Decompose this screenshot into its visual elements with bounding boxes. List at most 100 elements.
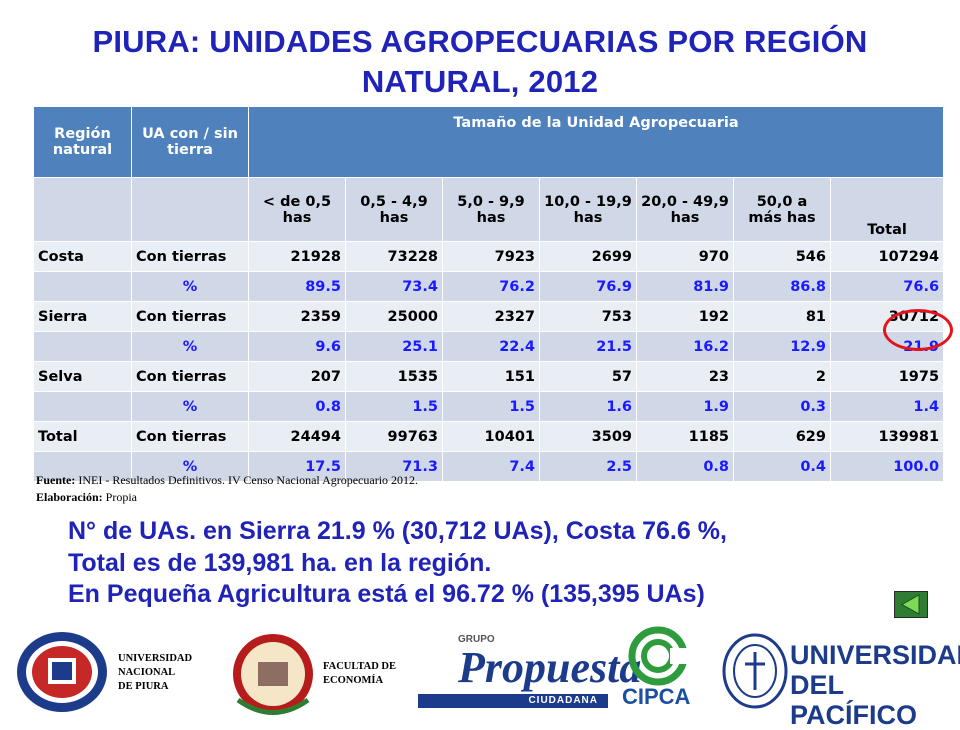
propuesta-logo: GRUPO Propuesta CIUDADANA xyxy=(418,628,641,716)
cell-type: % xyxy=(131,331,249,362)
cell-value: 192 xyxy=(636,301,734,332)
cell-value: 81 xyxy=(733,301,831,332)
cell-value: 1.5 xyxy=(442,391,540,422)
summary-note: N° de UAs. en Sierra 21.9 % (30,712 UAs)… xyxy=(68,516,948,611)
cell-region: Total xyxy=(33,421,132,452)
cell-value: 629 xyxy=(733,421,831,452)
cell-value: 76.9 xyxy=(539,271,637,302)
cell-value: 21.5 xyxy=(539,331,637,362)
cell-value: 107294 xyxy=(829,241,945,272)
source-elab-label: Elaboración: xyxy=(36,490,103,504)
table-row: Total Con tierras 24494 99763 10401 3509 1185 6… xyxy=(33,421,945,452)
cell-value: 1975 xyxy=(829,361,945,392)
cell-region: Costa xyxy=(33,241,132,272)
cell-value: 10401 xyxy=(442,421,540,452)
slide-title: PIURA: UNIDADES AGROPECUARIAS POR REGIÓN… xyxy=(40,22,920,102)
cell-region xyxy=(33,331,132,362)
cell-value: 25.1 xyxy=(345,331,443,362)
up-seal-icon xyxy=(722,632,788,710)
subheader-col-1: < de 0,5 has xyxy=(248,177,346,242)
cell-value: 99763 xyxy=(345,421,443,452)
cell-value: 9.6 xyxy=(248,331,346,362)
cell-value: 1.5 xyxy=(345,391,443,422)
faculty-line1: FACULTAD DE xyxy=(323,661,397,672)
cell-value: 207 xyxy=(248,361,346,392)
cell-value: 2327 xyxy=(442,301,540,332)
cell-value: 23 xyxy=(636,361,734,392)
cell-value: 2699 xyxy=(539,241,637,272)
header-size: Tamaño de la Unidad Agropecuaria xyxy=(247,106,945,178)
cell-value: 76.6 xyxy=(829,271,945,302)
cell-value: 86.8 xyxy=(733,271,831,302)
data-table: Región natural UA con / sin tierra Tamañ… xyxy=(33,106,945,482)
back-arrow-icon xyxy=(900,594,920,615)
propuesta-bar: CIUDADANA xyxy=(418,694,608,708)
cell-value: 81.9 xyxy=(636,271,734,302)
cell-type: Con tierras xyxy=(131,301,249,332)
source-fuente: Fuente: INEI - Resultados Definitivos. I… xyxy=(36,472,418,489)
source-elab-text: Propia xyxy=(102,490,138,504)
cell-value: 1.6 xyxy=(539,391,637,422)
table-row: Selva Con tierras 207 1535 151 57 23 2 1975 xyxy=(33,361,945,392)
slide-title-line2: NATURAL, 2012 xyxy=(361,64,599,99)
cell-value: 753 xyxy=(539,301,637,332)
table-row: Sierra Con tierras 2359 25000 2327 753 192 81 30… xyxy=(33,301,945,332)
source-note: Fuente: INEI - Resultados Definitivos. I… xyxy=(36,472,418,506)
cell-value: 1.4 xyxy=(829,391,945,422)
unp-line1: UNIVERSIDAD xyxy=(118,653,193,664)
cell-type: Con tierras xyxy=(131,361,249,392)
cell-value: 2359 xyxy=(248,301,346,332)
cell-region xyxy=(33,271,132,302)
cell-value: 7923 xyxy=(442,241,540,272)
cipca-logo-icon: CIPCA xyxy=(618,626,698,716)
cell-value: 24494 xyxy=(248,421,346,452)
faculty-line2: ECONOMÍA xyxy=(323,675,384,686)
source-elaboracion: Elaboración: Propia xyxy=(36,489,418,506)
propuesta-grupo: GRUPO xyxy=(458,634,495,645)
header-ua: UA con / sin tierra xyxy=(131,106,249,178)
cell-value: 89.5 xyxy=(248,271,346,302)
subheader-empty-2 xyxy=(131,177,249,242)
subheader-col-2: 0,5 - 4,9 has xyxy=(345,177,443,242)
faculty-seal-icon xyxy=(228,630,318,718)
table-header-row: Región natural UA con / sin tierra Tamañ… xyxy=(33,106,945,178)
cell-value: 546 xyxy=(733,241,831,272)
slide-title-line1: PIURA: UNIDADES AGROPECUARIAS POR REGIÓN xyxy=(92,24,868,59)
highlight-circle xyxy=(883,309,953,351)
up-line1: UNIVERSIDAD xyxy=(790,640,960,670)
subheader-empty-1 xyxy=(33,177,132,242)
unp-text: UNIVERSIDAD NACIONAL DE PIURA xyxy=(118,652,192,694)
unp-seal-icon xyxy=(14,630,110,714)
cell-type: % xyxy=(131,391,249,422)
cell-value: 25000 xyxy=(345,301,443,332)
up-line2: DEL PACÍFICO xyxy=(790,670,917,730)
cell-value: 73228 xyxy=(345,241,443,272)
cell-type: Con tierras xyxy=(131,421,249,452)
cell-value: 0.8 xyxy=(636,451,734,482)
table-row: % 0.8 1.5 1.5 1.6 1.9 0.3 1.4 xyxy=(33,391,945,422)
subheader-col-6: 50,0 a más has xyxy=(733,177,831,242)
cell-type: % xyxy=(131,271,249,302)
cell-value: 2 xyxy=(733,361,831,392)
header-region: Región natural xyxy=(33,106,132,178)
table-subheader-row: < de 0,5 has 0,5 - 4,9 has 5,0 - 9,9 has… xyxy=(33,177,945,242)
faculty-text: FACULTAD DE ECONOMÍA xyxy=(323,660,396,688)
up-text: UNIVERSIDAD DEL PACÍFICO xyxy=(790,640,960,730)
summary-line2: Total es de 139,981 ha. en la región. xyxy=(68,548,492,577)
table-row: % 9.6 25.1 22.4 21.5 16.2 12.9 21.9 xyxy=(33,331,945,362)
cell-value: 100.0 xyxy=(829,451,945,482)
cipca-text: CIPCA xyxy=(622,684,691,709)
summary-line1: N° de UAs. en Sierra 21.9 % (30,712 UAs)… xyxy=(68,517,727,545)
table-row: % 17.5 71.3 7.4 2.5 0.8 0.4 100.0 xyxy=(33,451,945,482)
unp-line3: DE PIURA xyxy=(118,681,169,692)
cell-value: 3509 xyxy=(539,421,637,452)
unp-line2: NACIONAL xyxy=(118,667,176,678)
cell-value: 1535 xyxy=(345,361,443,392)
cell-value: 0.8 xyxy=(248,391,346,422)
cell-value: 1185 xyxy=(636,421,734,452)
cell-value: 151 xyxy=(442,361,540,392)
table-row: Costa Con tierras 21928 73228 7923 2699 970 546… xyxy=(33,241,945,272)
cell-value: 139981 xyxy=(829,421,945,452)
back-button[interactable] xyxy=(894,591,928,618)
cell-value: 7.4 xyxy=(442,451,540,482)
